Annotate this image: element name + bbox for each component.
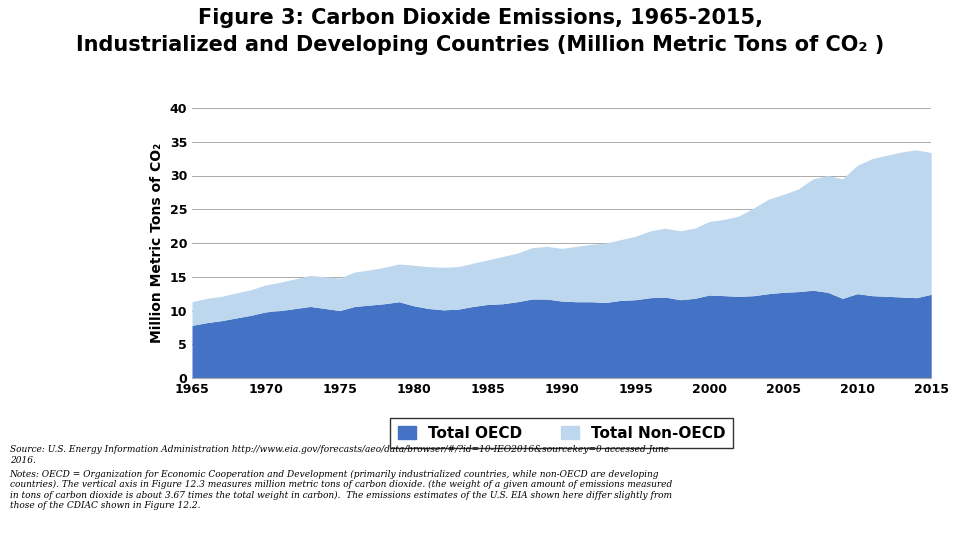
Y-axis label: Million Metric Tons of CO₂: Million Metric Tons of CO₂ — [150, 143, 164, 343]
Text: Figure 3: Carbon Dioxide Emissions, 1965-2015,: Figure 3: Carbon Dioxide Emissions, 1965… — [198, 8, 762, 28]
Text: Industrialized and Developing Countries (Million Metric Tons of CO₂ ): Industrialized and Developing Countries … — [76, 35, 884, 55]
Legend: Total OECD, Total Non-OECD: Total OECD, Total Non-OECD — [390, 418, 733, 448]
Text: Notes: OECD = Organization for Economic Cooperation and Development (primarily i: Notes: OECD = Organization for Economic … — [10, 470, 672, 510]
Text: Source: U.S. Energy Information Administration http://www.eia.gov/forecasts/aeo/: Source: U.S. Energy Information Administ… — [10, 446, 669, 465]
